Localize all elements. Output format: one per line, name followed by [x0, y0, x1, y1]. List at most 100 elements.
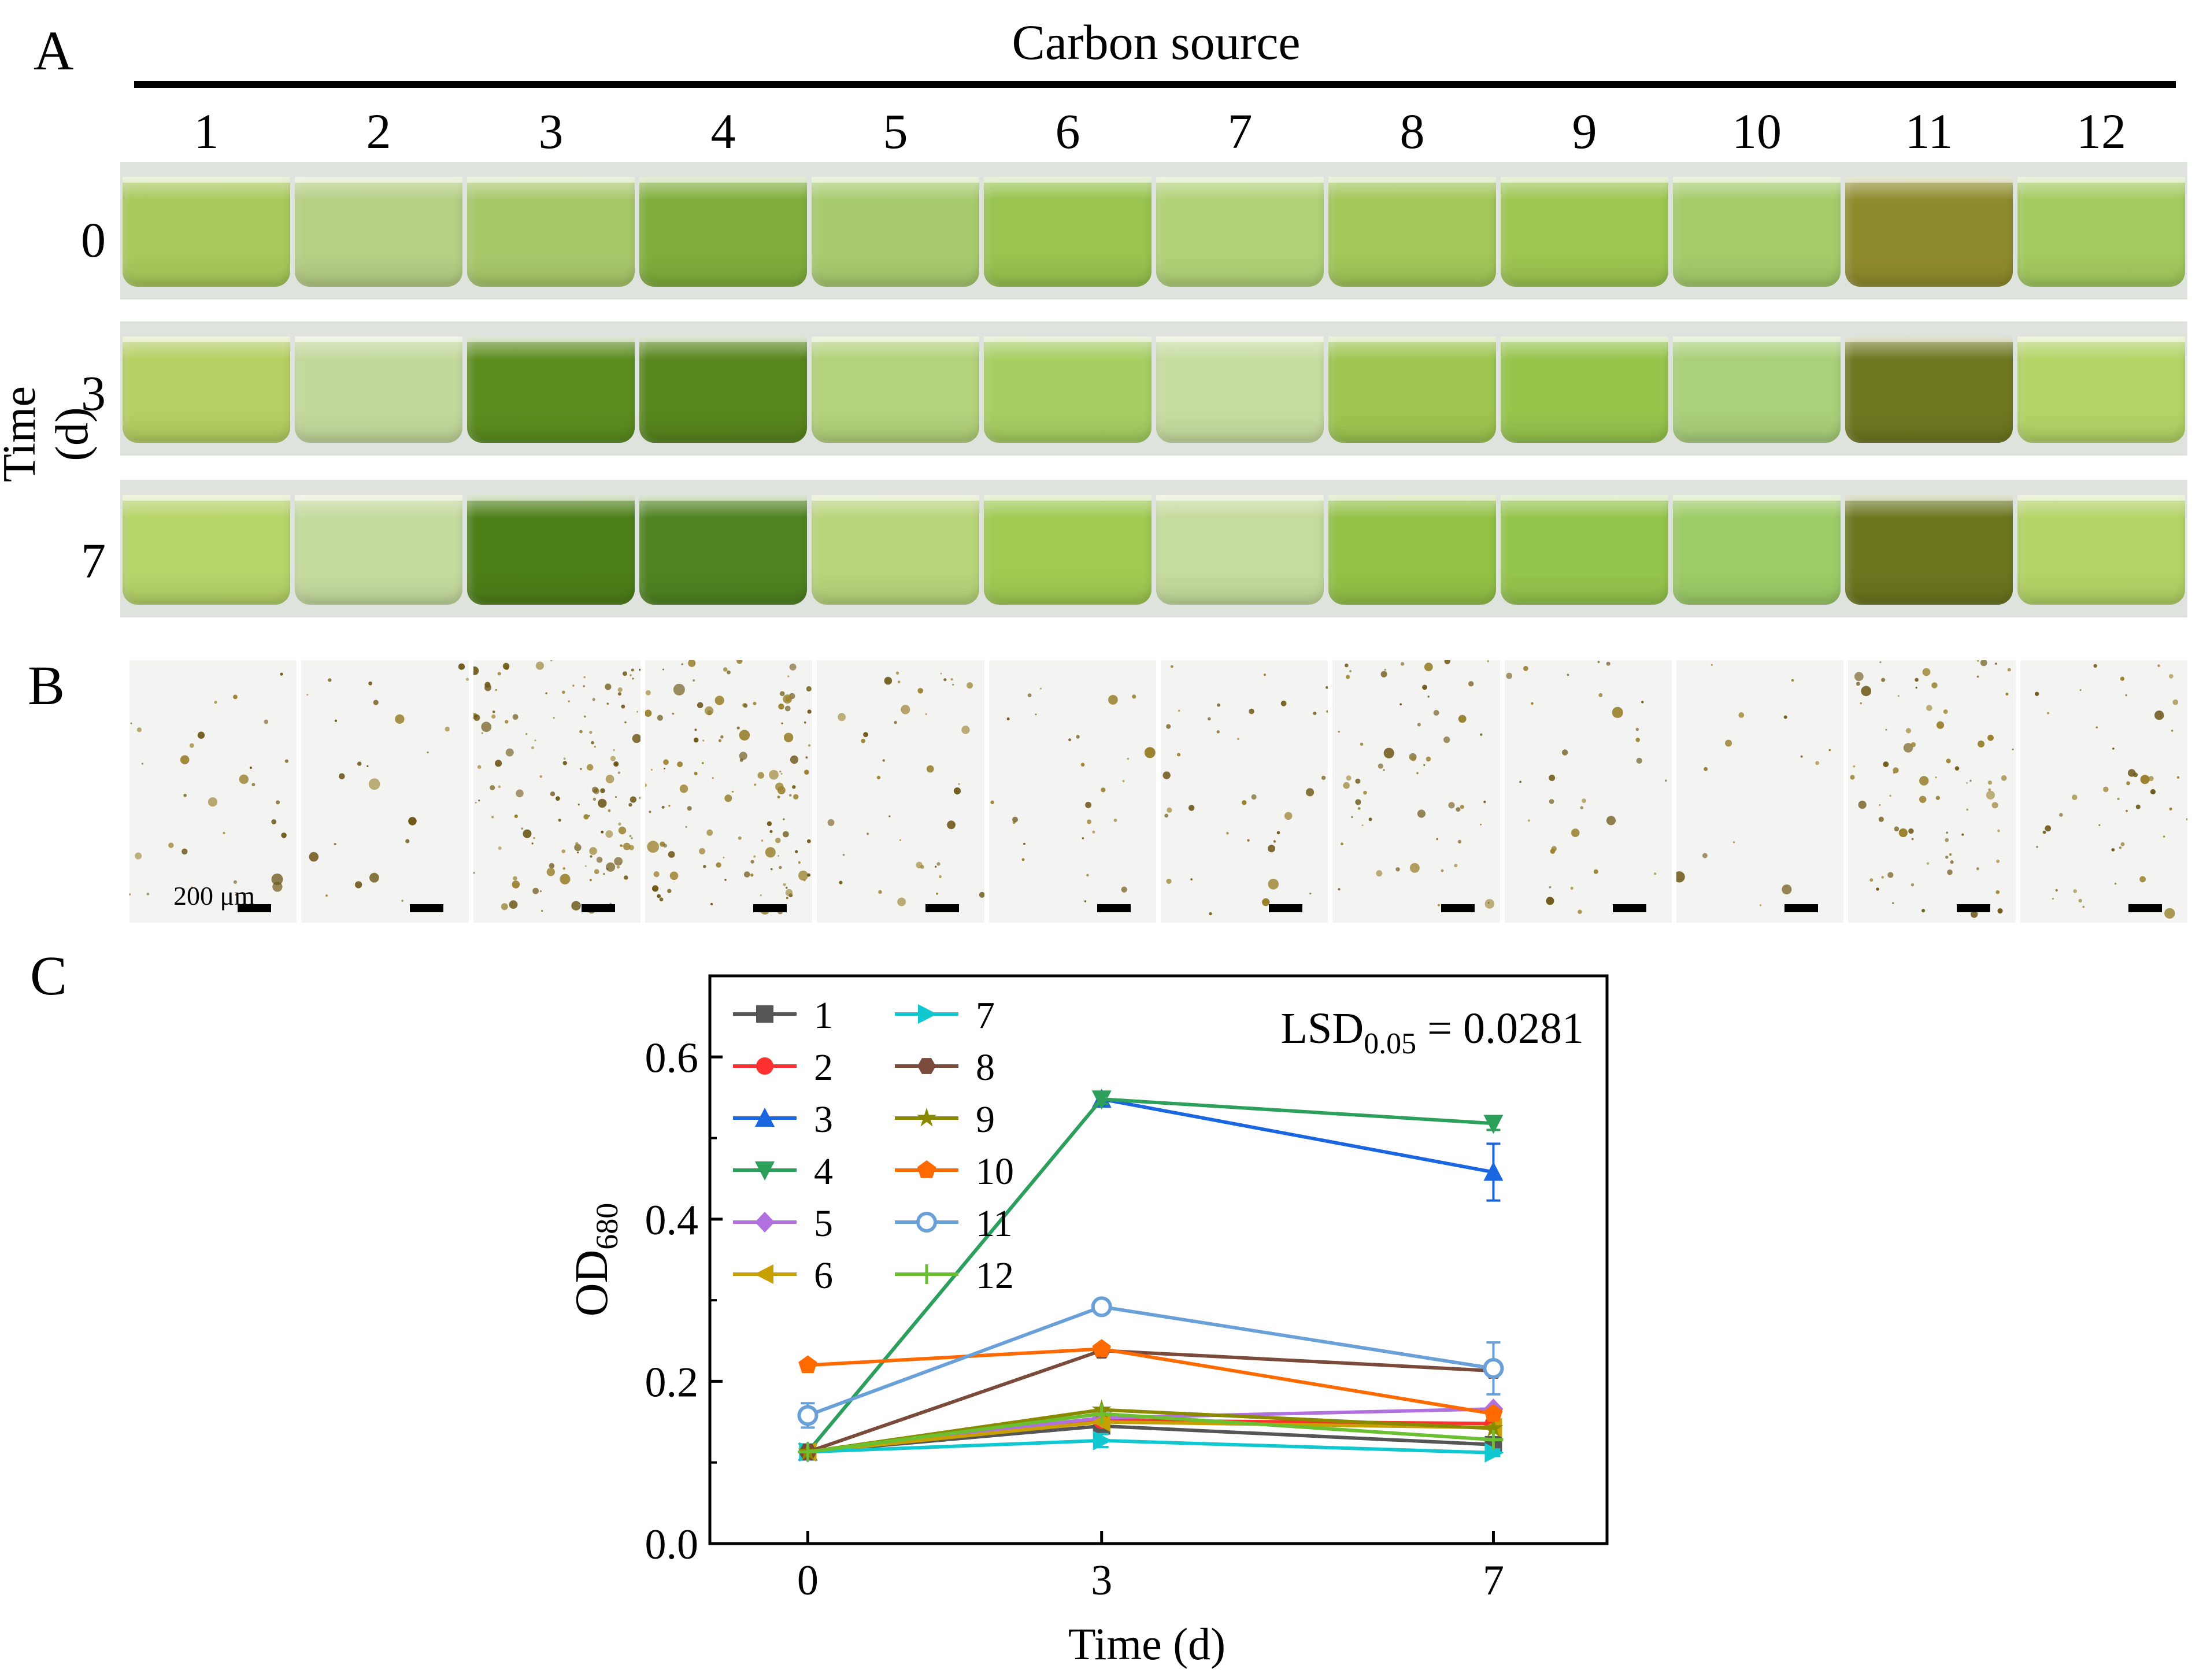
culture-jar [467, 336, 635, 443]
legend-label: 7 [976, 994, 995, 1037]
data-point [1483, 1430, 1504, 1450]
culture-jar [1501, 495, 1668, 605]
culture-jar [812, 177, 979, 287]
culture-jar [123, 495, 290, 605]
data-point [1483, 1418, 1504, 1437]
legend-item-3: 3 [733, 1098, 833, 1141]
culture-jar [1501, 336, 1668, 443]
data-point [1092, 1339, 1111, 1357]
culture-row-day-3 [120, 321, 2187, 456]
culture-jar [1156, 336, 1324, 443]
culture-jar [1501, 177, 1668, 287]
culture-jar [639, 495, 807, 605]
micrograph [1504, 660, 1672, 923]
data-point [754, 1264, 773, 1284]
micrograph [988, 660, 1156, 923]
culture-jar [295, 336, 462, 443]
scale-label: 200 μm [173, 881, 255, 911]
legend-label: 8 [976, 1046, 995, 1089]
micrograph [1848, 660, 2016, 923]
column-number-2: 2 [366, 103, 391, 159]
column-number-11: 11 [1905, 103, 1953, 159]
scale-bar [1784, 904, 1819, 912]
column-number-12: 12 [2076, 103, 2126, 159]
micrograph [1676, 660, 1844, 923]
culture-jar [2017, 177, 2185, 287]
culture-jar [1328, 495, 1496, 605]
data-point [798, 1442, 818, 1462]
scale-bar [238, 904, 272, 912]
data-point [1483, 1115, 1504, 1134]
series-11 [797, 1296, 1504, 1429]
data-point [798, 1355, 817, 1374]
legend-item-8: 8 [895, 1046, 995, 1089]
micrograph [817, 660, 984, 923]
data-point [1484, 1442, 1504, 1463]
culture-jar [984, 336, 1152, 443]
data-point [755, 1161, 775, 1181]
panel-label-a: A [34, 20, 74, 82]
culture-jar [1328, 336, 1496, 443]
panel-label-c: C [30, 945, 68, 1006]
culture-row-day-7 [120, 480, 2187, 617]
legend-label: 3 [814, 1098, 833, 1141]
row-label-0: 0 [81, 212, 106, 268]
column-number-6: 6 [1055, 103, 1080, 159]
series-10 [798, 1339, 1503, 1422]
column-number-7: 7 [1227, 103, 1253, 159]
legend-label: 12 [976, 1255, 1014, 1297]
column-number-9: 9 [1572, 103, 1597, 159]
culture-jar [1673, 495, 1841, 605]
column-number-8: 8 [1399, 103, 1425, 159]
micrograph [473, 660, 640, 923]
legend-item-7: 7 [895, 994, 995, 1037]
scale-bar [409, 904, 443, 912]
data-point [1091, 1404, 1112, 1424]
culture-jar [984, 495, 1152, 605]
culture-jar [1156, 177, 1324, 287]
micrograph [301, 660, 469, 923]
scale-bar [2128, 904, 2162, 912]
scale-bar [1441, 904, 1475, 912]
legend-item-9: 9 [895, 1098, 995, 1141]
micrograph [1160, 660, 1328, 923]
scale-bar [1956, 904, 1990, 912]
culture-row-day-0 [120, 162, 2187, 299]
legend-item-10: 10 [895, 1150, 1014, 1193]
x-tick-label: 7 [1483, 1557, 1504, 1604]
data-point [918, 1004, 937, 1024]
data-point [916, 1108, 937, 1127]
legend-item-2: 2 [733, 1046, 833, 1089]
culture-jar [984, 177, 1152, 287]
culture-jar [1673, 336, 1841, 443]
data-point [1093, 1430, 1112, 1450]
row-label-3: 3 [81, 365, 106, 421]
micrograph [645, 660, 813, 923]
legend-label: 6 [814, 1255, 833, 1297]
od-line-chart: 0.0 0.2 0.4 0.6 0 3 7 Time (d) OD680 LSD0.05 = 0.… [567, 974, 1609, 1669]
data-point [797, 1405, 819, 1426]
row-label-7: 7 [81, 533, 106, 589]
y-tick-label: 0.0 [645, 1521, 699, 1568]
y-tick-label: 0.4 [645, 1197, 699, 1244]
culture-jar [812, 495, 979, 605]
culture-jar [1845, 177, 2013, 287]
x-axis-label: Time (d) [1068, 1619, 1225, 1669]
culture-jar [467, 177, 635, 287]
x-tick-label: 3 [1091, 1557, 1112, 1604]
panel-label-b: B [28, 654, 65, 716]
data-point [1483, 1161, 1504, 1181]
data-point [755, 1212, 775, 1233]
micrograph-row: 200 μm [129, 660, 2187, 923]
micrograph [1332, 660, 1500, 923]
series-7 [799, 1430, 1504, 1463]
header-rule [134, 81, 2176, 88]
column-numbers: 1 2 3 4 5 6 7 8 9 10 11 12 [0, 106, 2203, 164]
micrograph [2020, 660, 2187, 923]
series-12 [798, 1404, 1504, 1462]
legend-item-6: 6 [733, 1255, 833, 1297]
culture-jar [1845, 336, 2013, 443]
scale-bar [581, 904, 615, 912]
data-point [917, 1264, 936, 1284]
culture-jar [639, 177, 807, 287]
